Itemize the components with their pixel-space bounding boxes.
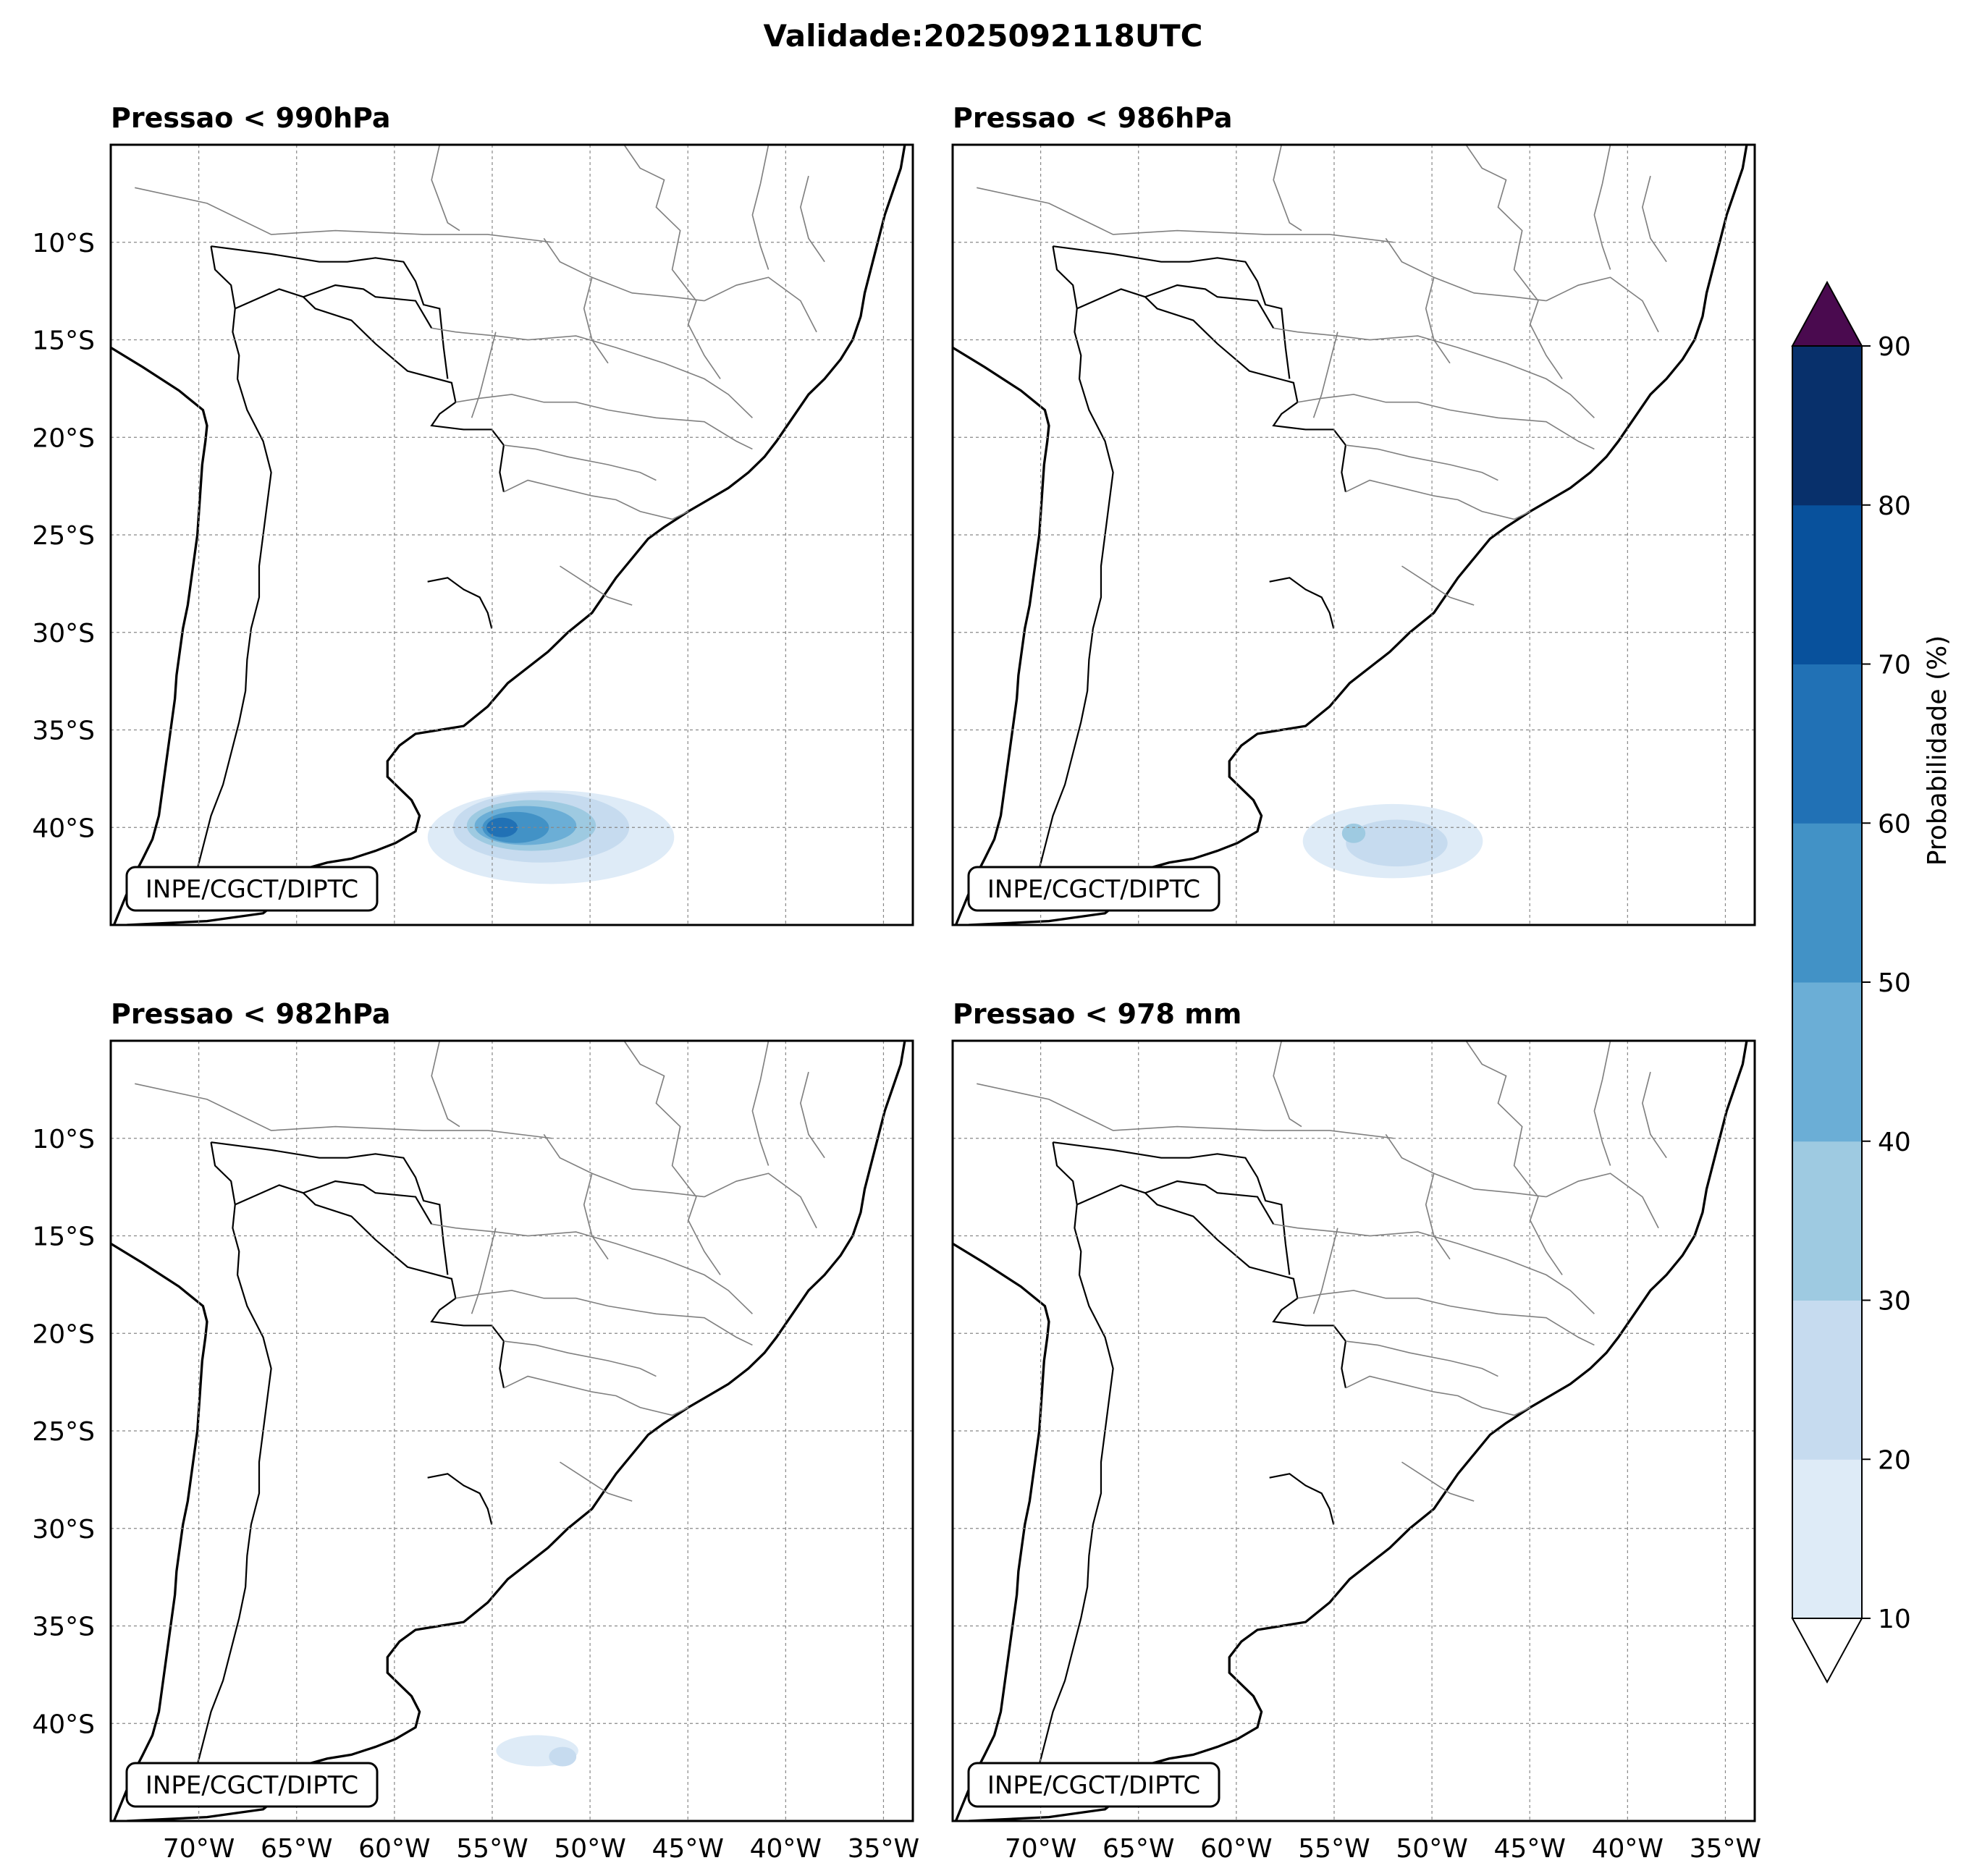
lat-tick-label: 25°S: [32, 1417, 95, 1447]
colorbar-tick-label: 90: [1878, 332, 1911, 362]
lat-tick-label: 15°S: [32, 1222, 95, 1252]
colorbar-tick-label: 30: [1878, 1287, 1911, 1317]
colorbar-segment: [1792, 823, 1862, 983]
lon-tick-label: 35°W: [848, 1834, 919, 1864]
map-panel-1: Pressao < 990hPa 10°S 15°S 20°S 25°S 30°S 35°S…: [32, 102, 914, 926]
panel-title: Pressao < 990hPa: [111, 102, 391, 134]
probability-area-30: [1341, 823, 1366, 843]
probability-area-60: [486, 817, 518, 837]
credit-box: [967, 866, 1220, 912]
lon-tick-label: 65°W: [1102, 1834, 1174, 1864]
lon-tick-label: 55°W: [1298, 1834, 1370, 1864]
lon-tick-label: 70°W: [1005, 1834, 1076, 1864]
credit-box: [967, 1762, 1220, 1808]
lat-tick-label: 40°S: [32, 814, 95, 843]
lon-tick-label: 70°W: [163, 1834, 235, 1864]
colorbar-tick-label: 10: [1878, 1605, 1911, 1634]
colorbar-segment: [1792, 982, 1862, 1142]
colorbar-tick-label: 60: [1878, 809, 1911, 839]
colorbar-tick-label: 70: [1878, 651, 1911, 680]
lat-tick-label: 10°S: [32, 229, 95, 258]
lat-tick-label: 35°S: [32, 717, 95, 746]
panel-title: Pressao < 982hPa: [111, 998, 391, 1030]
map-frame: [951, 143, 1756, 926]
map-panel-4: Pressao < 978 mm 70°W 65°W 60°W 55°W 50°W 45°W…: [951, 998, 1761, 1864]
lon-tick-label: 55°W: [456, 1834, 528, 1864]
lat-tick-label: 30°S: [32, 1515, 95, 1545]
lon-tick-label: 45°W: [652, 1834, 724, 1864]
credit-label: INPE/CGCT/DIPTC: [987, 875, 1200, 904]
colorbar-segment: [1792, 1459, 1862, 1619]
credit-label: INPE/CGCT/DIPTC: [146, 1771, 358, 1800]
map-frame: [109, 143, 914, 926]
lat-tick-label: 30°S: [32, 619, 95, 648]
colorbar-label: Probabilidade (%): [1923, 635, 1952, 866]
map-frame: [951, 1039, 1756, 1822]
lon-tick-label: 60°W: [1200, 1834, 1272, 1864]
colorbar-segment: [1792, 346, 1862, 506]
map-frame: [109, 1039, 914, 1822]
figure-title: Validade:2025092118UTC: [764, 18, 1203, 54]
lon-tick-label: 45°W: [1494, 1834, 1566, 1864]
panels-layer: Pressao < 990hPa 10°S 15°S 20°S 25°S 30°S 35°S…: [32, 102, 1761, 1864]
colorbar-segment: [1792, 504, 1862, 664]
panel-title: Pressao < 978 mm: [953, 998, 1241, 1030]
colorbar-tick-label: 20: [1878, 1445, 1911, 1475]
colorbar-tick-label: 40: [1878, 1128, 1911, 1157]
panel-title: Pressao < 986hPa: [953, 102, 1233, 134]
lon-tick-label: 35°W: [1690, 1834, 1761, 1864]
lat-tick-label: 35°S: [32, 1613, 95, 1642]
probability-area-20: [1346, 819, 1448, 867]
lon-tick-label: 65°W: [261, 1834, 332, 1864]
map-panel-3: Pressao < 982hPa 10°S 15°S 20°S 25°S 30°S 35°S…: [32, 998, 919, 1864]
lon-tick-label: 50°W: [1396, 1834, 1467, 1864]
map-panel-2: Pressao < 986hPa INPE/CGCT/DIPTC: [951, 102, 1756, 926]
lat-tick-label: 15°S: [32, 326, 95, 356]
colorbar-under-arrow: [1791, 1618, 1863, 1684]
colorbar-segment: [1792, 664, 1862, 824]
lat-tick-label: 10°S: [32, 1125, 95, 1154]
credit-box: [125, 866, 379, 912]
probability-area-20: [549, 1746, 577, 1767]
lat-tick-label: 20°S: [32, 1319, 95, 1349]
lon-tick-label: 50°W: [554, 1834, 625, 1864]
colorbar-segment: [1792, 1141, 1862, 1301]
lon-tick-label: 40°W: [750, 1834, 822, 1864]
colorbar-segment: [1792, 1300, 1862, 1460]
credit-box: [125, 1762, 379, 1808]
colorbar-tick-label: 80: [1878, 491, 1911, 521]
lat-tick-label: 40°S: [32, 1710, 95, 1739]
lon-tick-label: 40°W: [1592, 1834, 1664, 1864]
lat-tick-label: 20°S: [32, 423, 95, 453]
lon-tick-label: 60°W: [358, 1834, 430, 1864]
colorbar-over-arrow: [1791, 280, 1863, 347]
credit-label: INPE/CGCT/DIPTC: [987, 1771, 1200, 1800]
colorbar-tick-label: 50: [1878, 968, 1911, 998]
lat-tick-label: 25°S: [32, 521, 95, 551]
colorbar: 10 20 30 40 50 60 70 80 90 Probabilidade (%): [1791, 280, 1952, 1684]
credit-label: INPE/CGCT/DIPTC: [146, 875, 358, 904]
